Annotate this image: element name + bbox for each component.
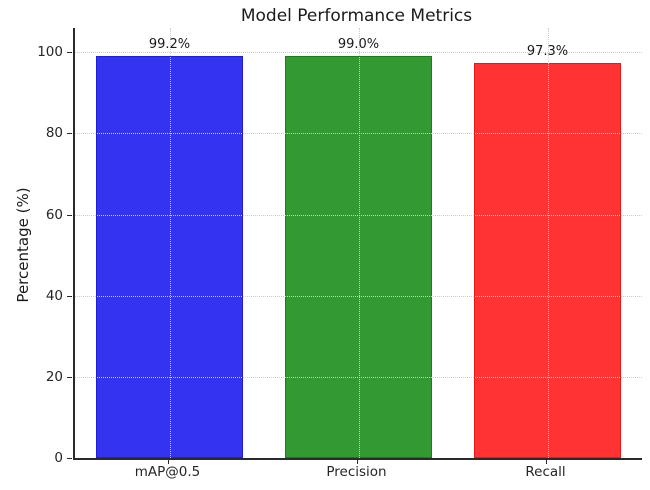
- chart-title: Model Performance Metrics: [240, 6, 473, 26]
- y-tick-label: 60: [45, 206, 63, 223]
- x-tick-label: Recall: [525, 464, 566, 480]
- gridline-vertical: [358, 28, 360, 458]
- x-tick-label: mAP@0.5: [134, 464, 201, 480]
- y-tick-mark: [67, 214, 72, 216]
- y-tick-label: 80: [45, 125, 63, 142]
- bar-value-label: 99.0%: [337, 37, 380, 53]
- gridline-horizontal: [75, 133, 642, 135]
- y-tick-mark: [67, 295, 72, 297]
- gridline-horizontal: [75, 214, 642, 216]
- gridline-horizontal: [75, 376, 642, 378]
- y-tick-mark: [67, 133, 72, 135]
- y-tick-label: 100: [37, 44, 63, 61]
- y-tick-mark: [67, 458, 72, 459]
- y-tick-mark: [67, 376, 72, 378]
- gridline-vertical: [547, 28, 549, 458]
- gridline-vertical: [169, 28, 171, 458]
- x-tick-label: Precision: [326, 464, 387, 480]
- gridline-horizontal: [75, 295, 642, 297]
- bar-value-label: 99.2%: [148, 36, 191, 52]
- x-tick-mark: [167, 459, 169, 464]
- x-tick-mark: [356, 459, 358, 464]
- y-tick-label: 0: [54, 450, 63, 466]
- y-tick-label: 20: [45, 368, 63, 385]
- y-tick-label: 40: [45, 287, 63, 304]
- x-tick-mark: [545, 459, 547, 464]
- plot-area: 99.2% 99.0% 97.3%: [73, 28, 642, 460]
- bar-value-label: 97.3%: [526, 44, 569, 60]
- gridline-horizontal: [75, 52, 642, 54]
- y-tick-mark: [67, 52, 72, 54]
